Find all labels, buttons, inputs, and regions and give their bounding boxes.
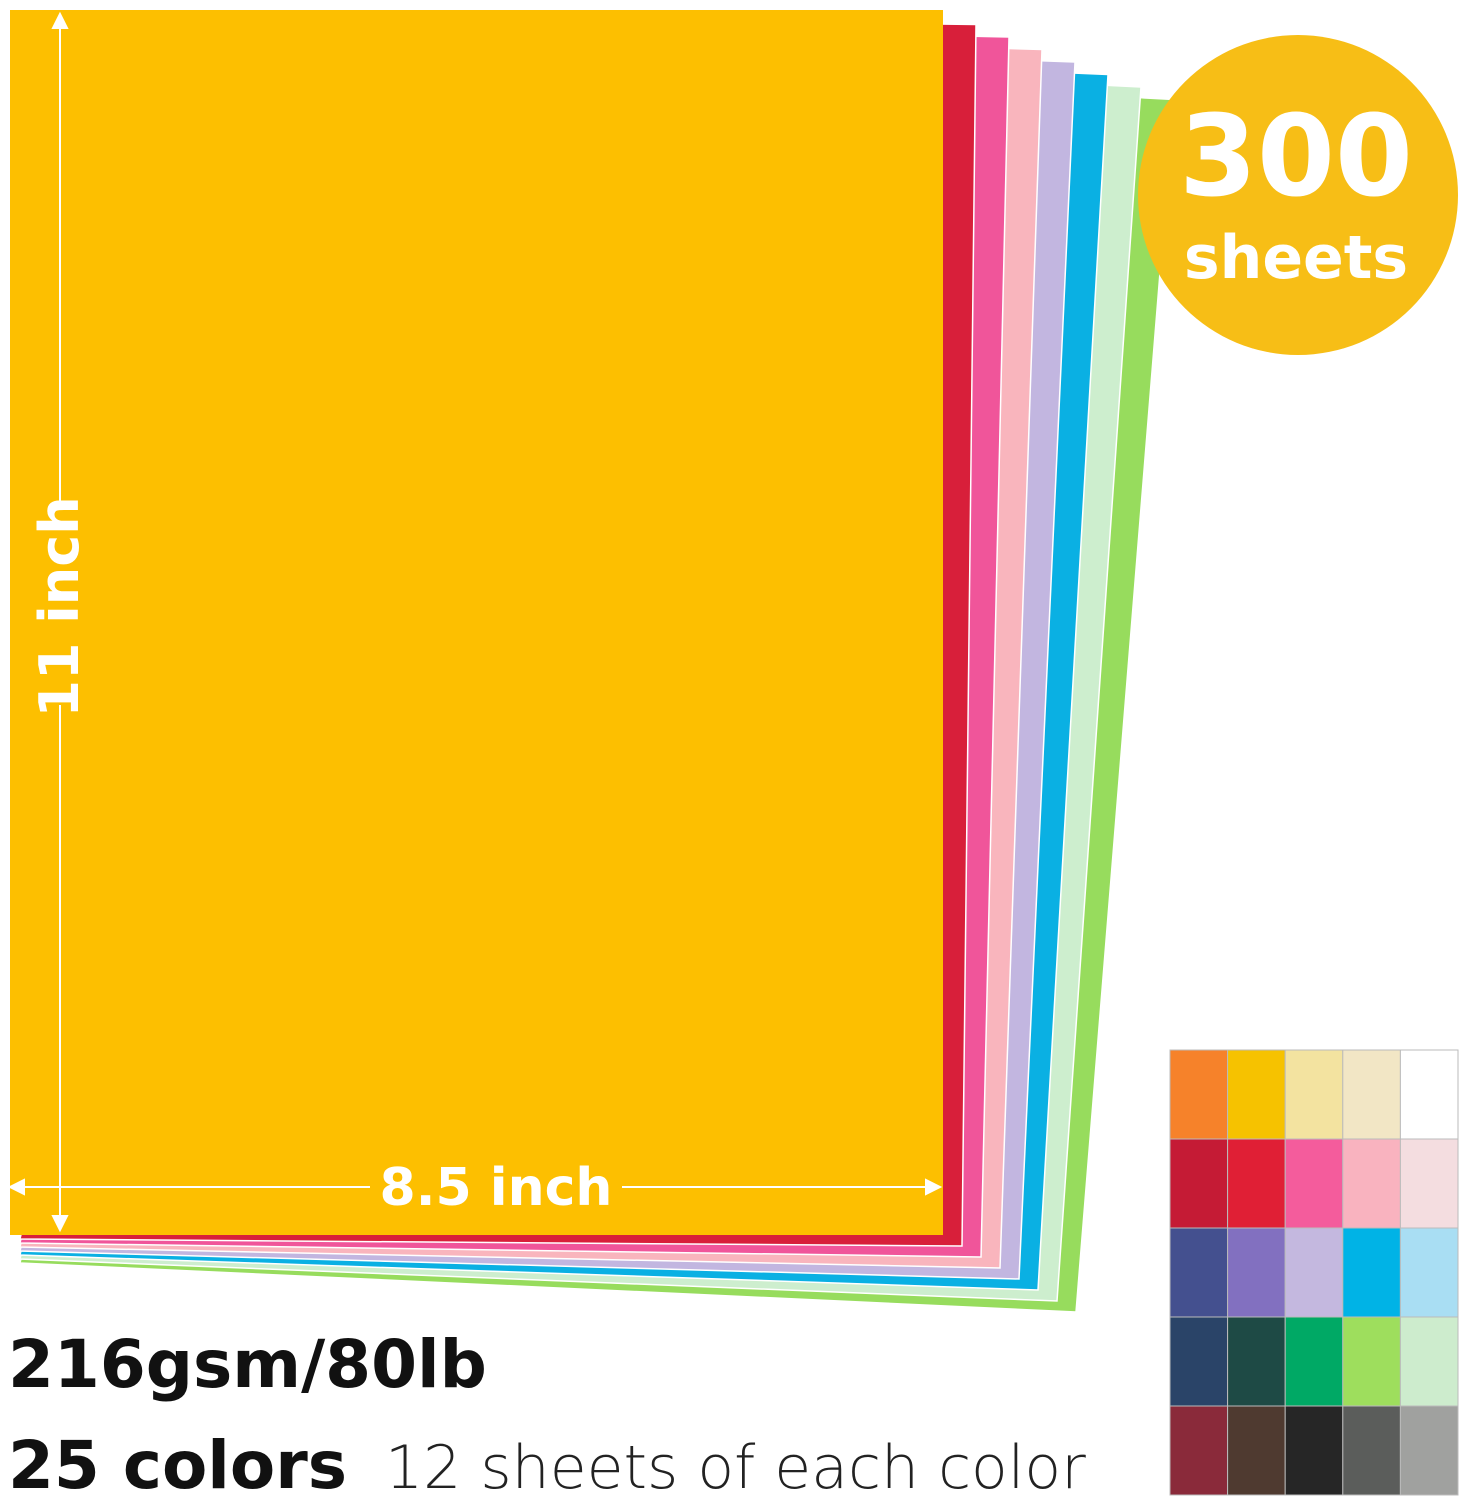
swatch: [1227, 1227, 1286, 1318]
weight-spec: 216gsm/80lb: [8, 1326, 487, 1403]
swatch: [1284, 1138, 1344, 1229]
swatch: [1399, 1227, 1459, 1318]
swatch: [1227, 1316, 1286, 1407]
swatch: [1342, 1316, 1401, 1407]
colors-spec: 25 colors: [8, 1427, 347, 1500]
swatch: [1399, 1316, 1459, 1407]
badge-unit: sheets: [1184, 223, 1408, 293]
swatch: [1342, 1405, 1401, 1496]
height-label: 11 inch: [28, 496, 91, 717]
swatch: [1284, 1227, 1344, 1318]
swatch: [1342, 1227, 1401, 1318]
swatch: [1227, 1049, 1286, 1140]
width-label: 8.5 inch: [380, 1158, 613, 1218]
color-swatches: [1169, 1049, 1459, 1496]
swatch: [1284, 1049, 1344, 1140]
per-color-spec: 12 sheets of each color: [385, 1433, 1086, 1500]
main-sheet: [10, 10, 943, 1235]
swatch: [1227, 1138, 1286, 1229]
swatch: [1399, 1405, 1459, 1496]
swatch: [1169, 1138, 1229, 1229]
swatch: [1227, 1405, 1286, 1496]
swatch: [1169, 1049, 1229, 1140]
swatch: [1169, 1316, 1229, 1407]
swatch: [1342, 1138, 1401, 1229]
swatch: [1399, 1138, 1459, 1229]
swatch: [1169, 1227, 1229, 1318]
dimension-lines: [7, 11, 943, 1233]
swatch: [1399, 1049, 1459, 1140]
badge-count: 300: [1179, 92, 1413, 222]
swatch: [1342, 1049, 1401, 1140]
swatch: [1169, 1405, 1229, 1496]
badge: [1138, 35, 1458, 355]
swatch: [1284, 1405, 1344, 1496]
swatch: [1284, 1316, 1344, 1407]
